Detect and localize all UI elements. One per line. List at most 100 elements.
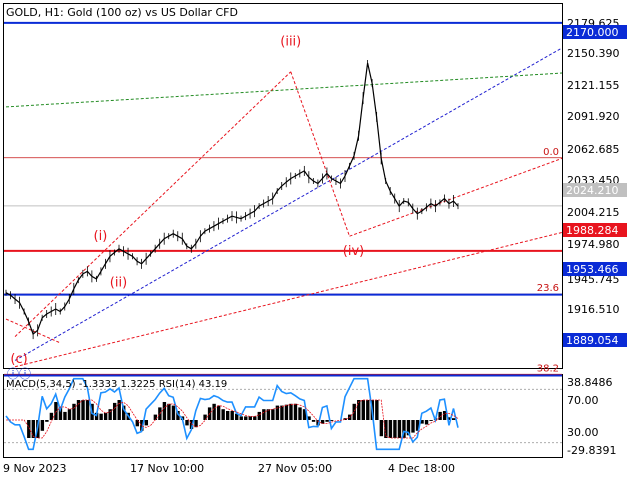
macd-histogram-bar [99,413,103,420]
macd-histogram-bar [393,420,397,438]
macd-histogram-bar [67,409,72,420]
indicator-y-label: -29.8391 [567,444,616,457]
macd-histogram-bar [253,416,257,420]
macd-histogram-bar [451,418,456,420]
macd-histogram-bar [275,405,280,420]
wave-projection-line [14,71,292,337]
macd-histogram-bar [406,420,411,436]
y-tick-label: 2150.390 [567,47,620,60]
main-chart-frame [3,3,563,369]
wave-label: (iv) [343,244,364,259]
macd-histogram-bar [31,420,36,438]
macd-histogram-bar [447,417,451,420]
macd-histogram-bar [117,400,121,420]
indicator-title: MACD(5,34,5) -1.3333 1.3225 RSI(14) 43.1… [6,379,227,390]
y-tick-label: 2091.920 [567,110,620,123]
level-box [563,25,627,39]
x-tick-label: 27 Nov 05:00 [258,462,332,475]
wave-label: (iii) [280,34,301,49]
macd-histogram-bar [72,403,76,420]
macd-histogram-bar [302,409,307,420]
level-label: 1889.054 [566,334,619,347]
macd-histogram-bar [361,400,365,420]
macd-histogram-bar [343,418,347,420]
macd-histogram-bar [171,405,176,420]
macd-histogram-bar [216,405,221,420]
macd-histogram-bar [442,411,447,420]
current-price-label: 2024.210 [566,184,619,197]
macd-histogram-bar [230,411,234,420]
macd-histogram-bar [424,420,429,425]
macd-histogram-bar [144,420,149,426]
fib-level-label: 23.6 [537,283,559,294]
y-tick-label: 1974.980 [567,238,620,251]
wave-label: ⓘⓘ [7,367,31,381]
indicator-y-label: 38.8486 [567,376,613,389]
macd-histogram-bar [415,420,420,431]
macd-histogram-bar [235,413,239,420]
macd-histogram-bar [103,412,108,420]
macd-histogram-bar [293,403,298,420]
macd-signal-line [6,399,459,439]
macd-histogram-bar [284,404,289,420]
green-trend-line [5,72,563,108]
level-box [563,223,627,237]
current-price-box [563,183,627,197]
x-tick-label: 17 Nov 10:00 [130,462,204,475]
y-tick-label: 2121.155 [567,79,620,92]
macd-histogram-bar [257,411,262,420]
wave-label: (c) [10,352,27,367]
indicator-plot [4,377,562,451]
macd-histogram-bar [112,402,117,420]
macd-histogram-bar [411,420,415,433]
macd-histogram-bar [85,400,90,420]
macd-histogram-bar [58,406,63,420]
macd-histogram-bar [266,409,271,420]
macd-histogram-bar [357,400,361,420]
y-tick-label: 1916.510 [567,303,620,316]
y-tick-label: 2062.685 [567,143,620,156]
x-tick-label: 4 Dec 18:00 [388,462,455,475]
level-label: 1988.284 [566,224,619,237]
macd-histogram-bar [271,409,275,420]
macd-histogram-bar [176,411,180,420]
main-plot: 0.0 23.6 38.2 (c)ⓘⓘ (i) (ii) (iii) (iv) [4,21,563,381]
macd-histogram-bar [366,400,370,420]
macd-histogram-bar [189,420,194,429]
macd-histogram-bar [49,412,54,420]
y-tick-label: 2004.215 [567,206,620,219]
macd-histogram-bar [239,416,243,420]
level-box [563,262,627,276]
macd-histogram-bar [135,420,139,427]
red-trend-line [14,231,563,368]
chart-title: GOLD, H1: Gold (100 oz) vs US Dollar CFD [6,6,238,19]
fib-level-label: 38.2 [537,363,559,374]
macd-histogram-bar [352,403,356,420]
level-label: 1953.466 [566,263,619,276]
wave-projection-line [349,157,563,237]
macd-histogram-bar [153,414,158,420]
macd-histogram-bar [76,400,81,420]
macd-histogram-bar [221,409,225,420]
rsi-line [5,377,459,451]
macd-histogram-bar [194,420,198,428]
macd-histogram-bar [429,420,433,421]
macd-histogram-bar [379,420,384,437]
macd-histogram-bar [45,420,49,422]
macd-histogram-bar [244,416,248,420]
macd-histogram-bar [40,420,45,431]
macd-histogram-bar [280,405,284,420]
macd-histogram-bar [108,409,112,420]
macd-histogram-bar [203,414,207,420]
macd-histogram-bar [63,411,67,420]
macd-histogram-bar [397,420,402,438]
macd-histogram-bar [167,403,171,420]
macd-histogram-bar [375,400,379,420]
macd-histogram-bar [54,402,58,420]
macd-histogram-bar [225,411,230,420]
macd-histogram-bar [81,400,85,420]
macd-histogram-bar [248,416,252,420]
level-label: 2170.000 [566,26,619,39]
wave-label: (i) [94,229,108,244]
